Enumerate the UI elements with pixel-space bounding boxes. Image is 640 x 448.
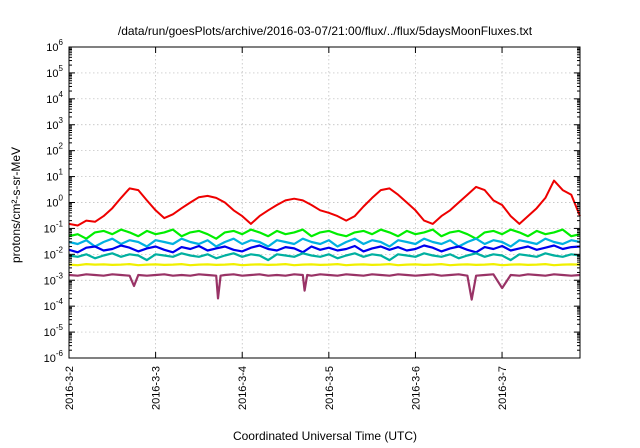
series-line-1 (68, 179, 581, 227)
series-line-2 (68, 228, 581, 240)
y-tick-label: 103 (46, 116, 63, 132)
y-tick-label: 10-1 (44, 219, 64, 235)
y-tick-label: 100 (46, 194, 63, 210)
y-tick-label: 10-4 (44, 297, 64, 313)
y-tick-label: 10-6 (44, 349, 64, 365)
y-axis-label: protons/cm²-s-sr-MeV (9, 147, 23, 263)
x-tick-label: 2016-3-6 (410, 366, 422, 410)
y-tick-label: 104 (46, 90, 63, 106)
x-axis: 2016-3-2 2016-3-3 2016-3-4 2016-3-5 2016-3-6… (64, 47, 509, 410)
y-tick-label: 102 (46, 142, 63, 158)
x-tick-label: 2016-3-4 (237, 366, 249, 410)
x-axis-label: Coordinated Universal Time (UTC) (233, 429, 417, 443)
y-tick-label: 10-2 (44, 245, 64, 261)
y-tick-label: 105 (46, 64, 63, 80)
x-tick-label: 2016-3-3 (151, 366, 163, 410)
series-line-7 (68, 273, 581, 301)
chart-title: /data/run/goesPlots/archive/2016-03-07/2… (118, 24, 533, 38)
series-line-6 (68, 263, 581, 267)
x-tick-label: 2016-3-7 (497, 366, 509, 410)
y-tick-label: 10-5 (44, 323, 64, 339)
series-line-3 (68, 237, 581, 248)
series-line-5 (68, 252, 581, 262)
y-tick-label: 101 (46, 168, 63, 184)
grid (69, 47, 580, 358)
series-line-4 (68, 244, 581, 254)
series-layer (68, 179, 581, 301)
x-tick-label: 2016-3-5 (324, 366, 336, 410)
y-tick-label: 106 (46, 38, 63, 54)
y-axis: 10-6 10-5 10-4 10-3 10-2 10-1 100 101 102 103 104 1… (44, 38, 580, 365)
y-tick-label: 10-3 (44, 271, 64, 287)
x-tick-label: 2016-3-2 (64, 366, 76, 410)
